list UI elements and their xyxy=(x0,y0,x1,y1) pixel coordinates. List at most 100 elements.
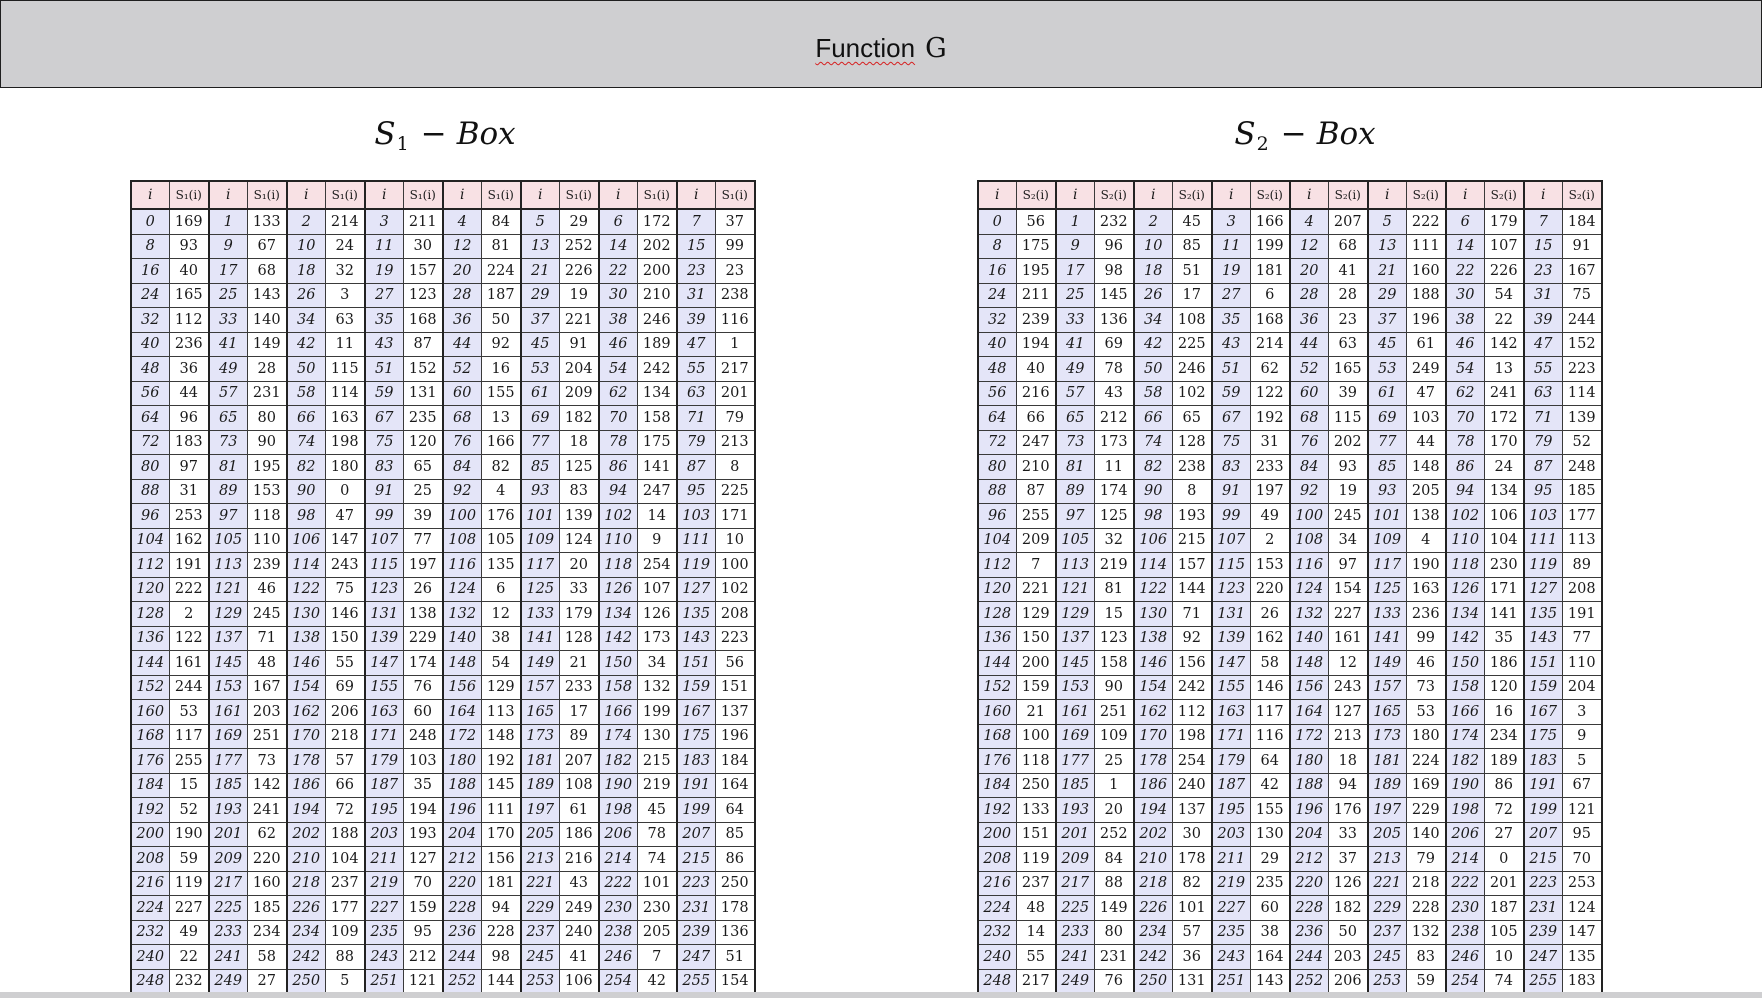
value-cell: 102 xyxy=(714,576,756,602)
index-cell: 22 xyxy=(1445,258,1485,284)
value-cell: 85 xyxy=(714,821,756,847)
index-cell: 26 xyxy=(286,282,326,308)
index-cell: 219 xyxy=(1211,870,1251,896)
value-cell: 4 xyxy=(480,478,522,504)
index-cell: 109 xyxy=(1367,527,1407,553)
index-cell: 98 xyxy=(1133,503,1173,529)
index-cell: 141 xyxy=(1367,625,1407,651)
value-cell: 26 xyxy=(1249,601,1291,627)
value-cell: 27 xyxy=(1483,821,1525,847)
index-cell: 181 xyxy=(1367,748,1407,774)
value-cell: 173 xyxy=(636,625,678,651)
index-cell: 215 xyxy=(1523,846,1563,872)
value-cell: 168 xyxy=(1249,307,1291,333)
value-cell: 23 xyxy=(714,258,756,284)
index-cell: 130 xyxy=(286,601,326,627)
index-cell: 222 xyxy=(598,870,638,896)
index-cell: 48 xyxy=(130,356,170,382)
index-cell: 242 xyxy=(1133,944,1173,970)
value-cell: 107 xyxy=(636,576,678,602)
index-cell: 237 xyxy=(520,919,560,945)
index-cell: 173 xyxy=(520,723,560,749)
value-cell: 23 xyxy=(1327,307,1369,333)
value-cell: 103 xyxy=(402,748,444,774)
value-cell: 145 xyxy=(1093,282,1135,308)
table-row: 72 247 73 173 74 128 75 31 76 202 77 44 78 170 79 52 xyxy=(977,429,1603,455)
index-cell: 193 xyxy=(208,797,248,823)
index-cell: 252 xyxy=(442,968,482,995)
value-cell: 58 xyxy=(246,944,288,970)
value-cell: 244 xyxy=(1561,307,1603,333)
index-cell: 193 xyxy=(1055,797,1095,823)
index-cell: 190 xyxy=(598,772,638,798)
value-cell: 210 xyxy=(1015,454,1057,480)
value-cell: 189 xyxy=(1483,748,1525,774)
value-cell: 183 xyxy=(1561,968,1603,995)
index-cell: 159 xyxy=(676,674,716,700)
value-cell: 246 xyxy=(636,307,678,333)
index-cell: 127 xyxy=(676,576,716,602)
index-cell: 255 xyxy=(676,968,716,995)
value-cell: 206 xyxy=(1327,968,1369,995)
index-cell: 189 xyxy=(520,772,560,798)
index-cell: 203 xyxy=(1211,821,1251,847)
value-cell: 49 xyxy=(168,919,210,945)
index-cell: 191 xyxy=(676,772,716,798)
value-cell: 80 xyxy=(246,405,288,431)
index-cell: 143 xyxy=(676,625,716,651)
value-cell: 187 xyxy=(1483,895,1525,921)
value-cell: 183 xyxy=(168,429,210,455)
value-cell: 162 xyxy=(1249,625,1291,651)
index-cell: 96 xyxy=(130,503,170,529)
value-cell: 45 xyxy=(636,797,678,823)
value-cell: 138 xyxy=(402,601,444,627)
value-cell: 251 xyxy=(246,723,288,749)
index-cell: 148 xyxy=(442,650,482,676)
value-cell: 177 xyxy=(1561,503,1603,529)
table-row: 0 169 1 133 2 214 3 211 4 84 5 29 6 172 7 37 xyxy=(130,208,756,235)
index-cell: 20 xyxy=(442,258,482,284)
value-cell: 44 xyxy=(1405,429,1447,455)
index-cell: 14 xyxy=(1445,233,1485,259)
value-cell: 41 xyxy=(1327,258,1369,284)
index-cell: 157 xyxy=(1367,674,1407,700)
index-cell: 215 xyxy=(676,846,716,872)
value-cell: 50 xyxy=(1327,919,1369,945)
index-cell: 143 xyxy=(1523,625,1563,651)
value-cell: 215 xyxy=(1171,527,1213,553)
value-cell: 233 xyxy=(1249,454,1291,480)
value-cell: 6 xyxy=(1249,282,1291,308)
value-cell: 198 xyxy=(1171,723,1213,749)
value-cell: 163 xyxy=(324,405,366,431)
index-cell: 46 xyxy=(598,331,638,357)
index-cell: 50 xyxy=(286,356,326,382)
index-cell: 64 xyxy=(130,405,170,431)
index-cell: 128 xyxy=(977,601,1017,627)
value-cell: 176 xyxy=(480,503,522,529)
index-cell: 236 xyxy=(1289,919,1329,945)
index-cell: 140 xyxy=(442,625,482,651)
index-cell: 127 xyxy=(1523,576,1563,602)
index-cell: 192 xyxy=(977,797,1017,823)
index-cell: 120 xyxy=(977,576,1017,602)
value-cell: 57 xyxy=(324,748,366,774)
index-cell: 146 xyxy=(1133,650,1173,676)
value-cell: 210 xyxy=(636,282,678,308)
value-cell: 30 xyxy=(402,233,444,259)
value-cell: 7 xyxy=(1015,552,1057,578)
value-cell: 118 xyxy=(1015,748,1057,774)
index-cell: 150 xyxy=(1445,650,1485,676)
index-cell: 52 xyxy=(442,356,482,382)
index-cell: 24 xyxy=(977,282,1017,308)
index-cell: 123 xyxy=(1211,576,1251,602)
s1-minus: − xyxy=(420,116,447,152)
index-cell: 12 xyxy=(442,233,482,259)
index-cell: 149 xyxy=(1367,650,1407,676)
value-cell: 186 xyxy=(1483,650,1525,676)
index-cell: 138 xyxy=(286,625,326,651)
value-cell: 17 xyxy=(558,699,600,725)
index-cell: 232 xyxy=(130,919,170,945)
value-cell: 182 xyxy=(1327,895,1369,921)
index-cell: 235 xyxy=(1211,919,1251,945)
value-cell: 122 xyxy=(168,625,210,651)
